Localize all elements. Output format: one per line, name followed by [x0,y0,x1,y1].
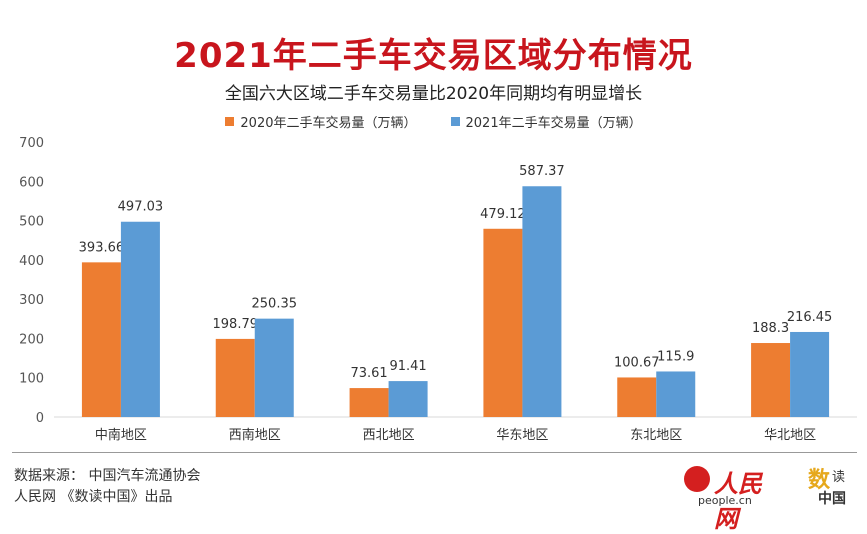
y-tick-label: 200 [19,332,44,347]
bar-2020 [483,228,523,417]
data-china-logo: 数 读 中国 [806,462,856,508]
x-category-label: 华东地区 [496,428,548,443]
data-label-2020: 198.79 [213,317,259,332]
data-label-2021: 587.37 [519,164,565,179]
data-logo-char-c: 中国 [818,491,846,507]
bar-2021 [120,221,160,417]
people-daily-logo: 人民网 people.cn [684,462,784,533]
bar-2020 [617,377,657,417]
data-logo-char-b: 读 [832,470,846,485]
y-tick-label: 400 [19,254,44,269]
data-label-2021: 115.9 [657,349,694,364]
bar-chart: 0 100 200 300 400 500 600 700 393.66 497.03 中南地区 19… [19,136,857,443]
bar-2020 [81,262,121,417]
data-label-2021: 250.35 [252,297,298,312]
bar-2021 [388,381,428,417]
data-label-2020: 188.3 [752,321,789,336]
legend-swatch-2020 [225,117,235,126]
bar-2020 [215,338,255,417]
chart-title: 2021年二手车交易区域分布情况 [174,36,693,76]
data-logo-char-a: 数 [808,468,831,493]
credit-text: 人民网 《数读中国》出品 [14,489,173,505]
legend-item-2021: 2021年二手车交易量（万辆） [450,112,642,131]
y-tick-label: 700 [19,136,44,151]
chart-subtitle: 全国六大区域二手车交易量比2020年同期均有明显增长 [224,84,643,104]
data-label-2021: 216.45 [787,310,833,325]
data-label-2021: 497.03 [118,200,164,215]
footer-text: 数据来源： 中国汽车流通协会 人民网 《数读中国》出品 [14,466,200,508]
y-tick-label: 600 [19,175,44,190]
legend-swatch-2021 [450,117,460,126]
x-category-label: 华北地区 [764,428,816,443]
people-logo-url: people.cn [698,494,752,507]
source-text: 数据来源： 中国汽车流通协会 [14,468,201,484]
bar-2021 [254,318,294,417]
y-tick-label: 100 [19,372,44,387]
data-label-2020: 100.67 [614,355,660,370]
legend-label-2020: 2020年二手车交易量（万辆） [240,116,417,131]
bar-2021 [656,371,696,417]
footer-divider [12,452,857,453]
data-label-2020: 73.61 [350,366,387,381]
y-tick-label: 0 [36,411,44,426]
legend-label-2021: 2021年二手车交易量（万辆） [465,116,642,131]
y-tick-label: 300 [19,293,44,308]
legend: 2020年二手车交易量（万辆） 2021年二手车交易量（万辆） [0,112,867,131]
x-category-label: 西北地区 [363,428,415,443]
bar-2021 [790,331,830,417]
legend-item-2020: 2020年二手车交易量（万辆） [225,112,417,131]
bar-2020 [751,343,791,417]
bar-2020 [349,388,389,417]
y-tick-label: 500 [19,215,44,230]
x-category-label: 西南地区 [229,427,281,443]
x-category-label: 东北地区 [630,428,682,443]
data-label-2020: 479.12 [480,207,526,222]
data-label-2021: 91.41 [389,359,426,374]
x-category-label: 中南地区 [95,427,147,443]
data-label-2020: 393.66 [79,240,125,255]
bar-2021 [522,186,562,417]
people-seal-icon [684,466,710,492]
